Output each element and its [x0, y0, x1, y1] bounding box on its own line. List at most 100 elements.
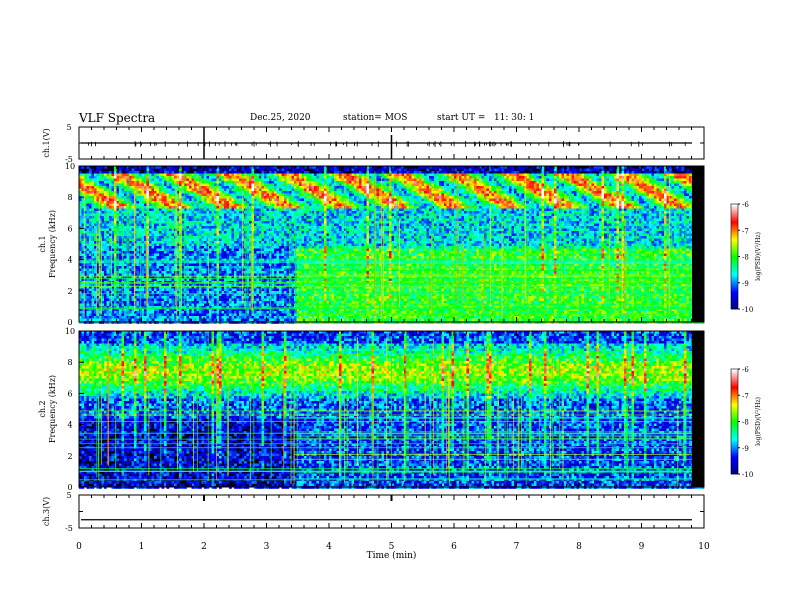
ch1-spectrogram-cell — [191, 236, 195, 239]
ch1-spectrogram-cell — [211, 241, 215, 244]
ch1-spectrogram-cell — [219, 278, 222, 282]
ch1-spectrogram-cell — [169, 251, 172, 254]
ch1-spectrogram-cell — [194, 266, 197, 269]
ch1-spectrogram-cell — [234, 283, 237, 287]
ch1-spectrogram-cell — [84, 248, 87, 252]
ch1-spectrogram-cell — [256, 226, 260, 229]
ch1-spectrogram-cell — [114, 183, 117, 187]
ch1-spectrogram-cell — [106, 218, 110, 222]
ch1-spectrogram-cell — [154, 218, 157, 222]
ch1-spectrogram-cell — [236, 241, 240, 244]
ch1-spectrogram-cell — [229, 293, 232, 297]
ch1-spectrogram-cell — [191, 196, 195, 199]
ch1-spectrogram-cell — [104, 241, 107, 244]
ch1-spectrogram-cell — [104, 291, 107, 294]
ch1-spectrogram-cell — [204, 196, 207, 199]
ch1-spectrogram-cell — [124, 231, 127, 234]
ch1-spectrogram-cell — [81, 251, 85, 254]
ch1-spectrogram-cell — [134, 176, 137, 179]
ch1-spectrogram-cell — [114, 233, 117, 237]
ch1-spectrogram-cell — [161, 268, 165, 272]
ch1-spectrogram-cell — [231, 188, 235, 192]
ch1-spectrogram-cell — [181, 186, 185, 189]
ch1-spectrogram-cell — [224, 238, 227, 242]
ch1-spectrogram-cell — [111, 273, 115, 277]
ch1-spectrogram-cell — [266, 191, 270, 194]
ch1-spectrogram-cell — [101, 233, 105, 237]
ch1-spectrogram-cell — [164, 301, 167, 304]
ch1-spectrogram-cell — [184, 183, 187, 187]
ch1-spectrogram-cell — [149, 211, 152, 214]
ch1-spectrogram-cell — [106, 178, 110, 182]
ch1-spectrogram-cell — [89, 168, 92, 172]
ch1-spectrogram-cell — [129, 286, 132, 289]
ch1-spectrogram-cell — [186, 266, 190, 269]
ch1-spectrogram-cell — [194, 288, 197, 292]
ch1-spectrogram-cell — [149, 298, 152, 302]
ch1-spectrogram-cell — [116, 303, 120, 307]
ch1-spectrogram-cell — [189, 206, 192, 209]
ch1-spectrogram-cell — [146, 311, 150, 314]
ch1-spectrogram-cell — [151, 316, 155, 319]
ch1-spectrogram-cell — [261, 188, 265, 192]
ch1-spectrogram-cell — [169, 171, 172, 174]
ch1-spectrogram-cell — [106, 206, 110, 209]
ch1-spectrogram-cell — [139, 216, 142, 219]
ch1-spectrogram-cell — [194, 193, 197, 197]
ch1-spectrogram-cell — [264, 251, 267, 254]
ch1-spectrogram-cell — [171, 253, 175, 257]
ch1-spectrogram-cell — [226, 218, 230, 222]
ch1-spectrogram-cell — [194, 171, 197, 174]
ch1-spectrogram-cell — [249, 171, 252, 174]
ch1-spectrogram-cell — [264, 181, 267, 184]
ch1-spectrogram-cell — [81, 173, 85, 177]
ch1-spectrogram-cell — [209, 278, 212, 282]
ch1-spectrogram-cell — [109, 263, 112, 267]
ch1-spectrogram-cell — [126, 301, 130, 304]
ch1-spectrogram-cell — [224, 283, 227, 287]
ch1-spectrogram-cell — [219, 298, 222, 302]
ch1-spectrogram-cell — [211, 203, 215, 207]
ch1-spectrogram-cell — [159, 183, 162, 187]
ch1-spectrogram-cell — [251, 198, 255, 202]
ch1-spectrogram-cell — [141, 246, 145, 249]
ch1-spectrogram-cell — [224, 181, 227, 184]
ch1-spectrogram-cell — [191, 266, 195, 269]
ch1-spectrogram-cell — [141, 268, 145, 272]
ch1-spectrogram-cell — [191, 303, 195, 307]
ch1-spectrogram-cell — [146, 253, 150, 257]
ch1-spectrogram-cell — [226, 186, 230, 189]
ch1-spectrogram-cell — [194, 296, 197, 299]
ch1-spectrogram-cell — [159, 276, 162, 279]
ch1-spectrogram-cell — [149, 246, 152, 249]
ch1-spectrogram-cell — [224, 256, 227, 259]
ch1-spectrogram-cell — [114, 223, 117, 227]
ch1-spectrogram-cell — [196, 288, 200, 292]
ch1-spectrogram-cell — [94, 213, 97, 217]
ch1-spectrogram-cell — [216, 288, 220, 292]
ch1-spectrogram-cell — [199, 211, 202, 214]
ch1-spectrogram-cell — [124, 273, 127, 277]
ch1-spectrogram-cell — [141, 266, 145, 269]
ch1-spectrogram-cell — [181, 243, 185, 247]
ch1-spectrogram-cell — [106, 253, 110, 257]
ch1-spectrogram-cell — [134, 218, 137, 222]
ch1-spectrogram-cell — [259, 296, 262, 299]
ch1-spectrogram-cell — [266, 236, 270, 239]
ch1-spectrogram-cell — [199, 283, 202, 287]
ch1-spectrogram-cell — [104, 236, 107, 239]
ch1-spectrogram-cell — [144, 186, 147, 189]
ch1-spectrogram-cell — [179, 221, 182, 224]
ch1-spectrogram-cell — [126, 203, 130, 207]
ch1-spectrogram-cell — [164, 263, 167, 267]
ch1-spectrogram-cell — [94, 223, 97, 227]
ch1-spectrogram-cell — [256, 248, 260, 252]
ch1-spectrogram-cell — [111, 286, 115, 289]
ch1-spectrogram-cell — [261, 193, 265, 197]
ch1-spectrogram-cell — [219, 268, 222, 272]
ch1-spectrogram-cell — [219, 251, 222, 254]
ch1-spectrogram-cell — [151, 303, 155, 307]
ch1-spectrogram-cell — [186, 221, 190, 224]
ch1-spectrogram-cell — [151, 253, 155, 257]
ch1-spectrogram-cell — [104, 296, 107, 299]
